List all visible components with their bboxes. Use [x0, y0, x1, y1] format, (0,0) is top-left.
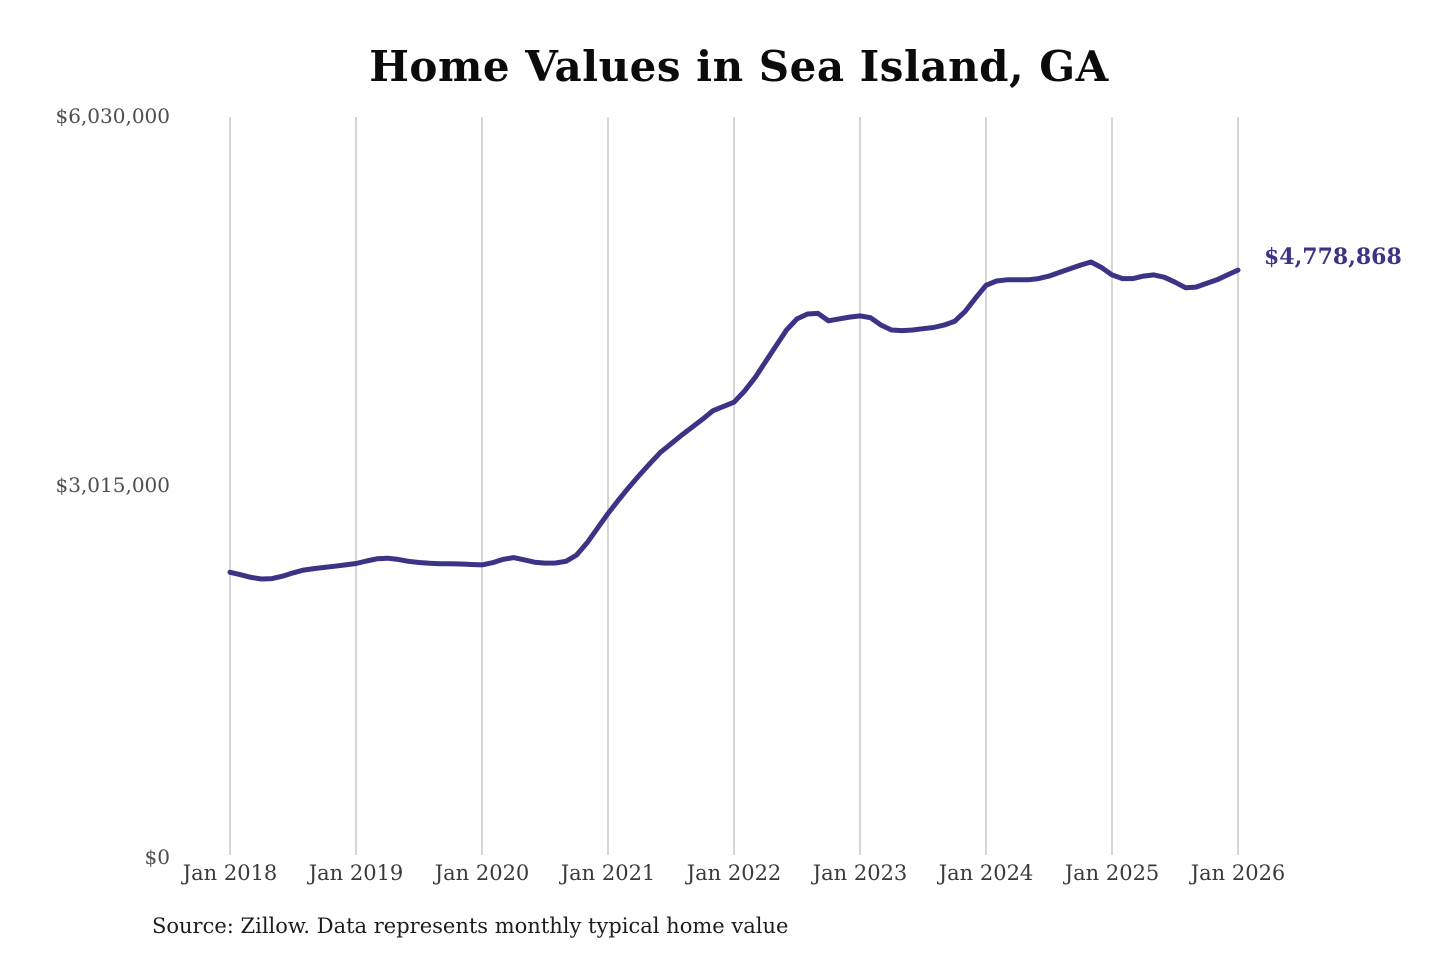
home-value-trend-line [227, 259, 1241, 582]
x-tick-jan-2026: Jan 2026 [1190, 861, 1286, 885]
x-tick-jan-2018: Jan 2018 [182, 861, 278, 885]
y-tick-label-middle: $3,015,000 [55, 473, 170, 497]
x-tick-jan-2025: Jan 2025 [1064, 861, 1160, 885]
x-tick-jan-2020: Jan 2020 [434, 861, 530, 885]
x-tick-jan-2022: Jan 2022 [686, 861, 782, 885]
y-tick-label-zero: $0 [144, 845, 170, 869]
x-tick-jan-2019: Jan 2019 [308, 861, 404, 885]
final-value-label: $4,778,868 [1264, 244, 1402, 270]
x-tick-jan-2023: Jan 2023 [812, 861, 908, 885]
y-tick-label-top: $6,030,000 [55, 104, 170, 128]
vertical-gridlines [229, 117, 1239, 855]
x-tick-jan-2021: Jan 2021 [560, 861, 656, 885]
source-note: Source: Zillow. Data represents monthly … [152, 914, 789, 938]
chart-title: Home Values in Sea Island, GA [369, 42, 1109, 91]
x-tick-jan-2024: Jan 2024 [938, 861, 1034, 885]
